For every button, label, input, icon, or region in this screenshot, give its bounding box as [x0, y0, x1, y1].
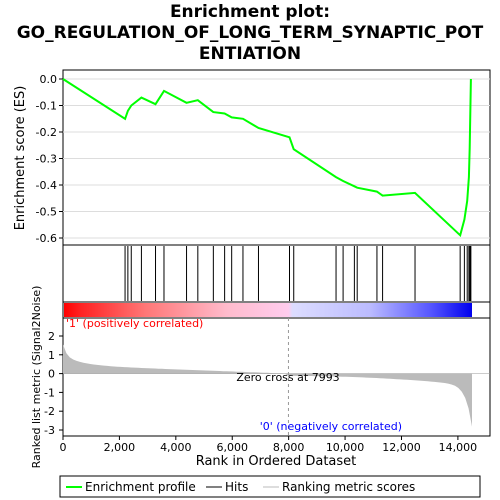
metric-area [63, 318, 490, 436]
metric-y-tick-label: 2 [48, 330, 55, 343]
x-tick-label: 4,000 [160, 441, 192, 454]
zero-cross-label: Zero cross at 7993 [236, 371, 339, 384]
x-tick-label: 12,000 [382, 441, 421, 454]
positive-label: '1' (positively correlated) [66, 317, 203, 330]
title-line-2: GO_REGULATION_OF_LONG_TERM_SYNAPTIC_POT [16, 23, 484, 43]
legend-es-label: Enrichment profile [85, 480, 196, 494]
x-tick-label: 8,000 [273, 441, 305, 454]
metric-y-tick-label: -2 [44, 405, 55, 418]
x-tick-label: 14,000 [439, 441, 478, 454]
legend-hits-label: Hits [225, 480, 248, 494]
legend-metric-label: Ranking metric scores [282, 480, 415, 494]
metric-y-tick-label: -3 [44, 424, 55, 437]
metric-panel-frame [62, 317, 491, 437]
es-y-tick-label: 0.0 [40, 73, 58, 86]
metric-y-tick-label: 1 [48, 349, 55, 362]
es-y-tick-label: -0.1 [36, 100, 57, 113]
x-axis: 0 2,000 4,000 6,000 8,000 10,000 12,000 14,000 [60, 436, 478, 454]
es-y-axis: 0.0 -0.1 -0.2 -0.3 -0.4 -0.5 -0.6 [36, 73, 63, 245]
es-y-axis-label: Enrichment score (ES) [13, 86, 28, 231]
es-y-tick-label: -0.6 [36, 232, 57, 245]
es-layer [62, 78, 472, 238]
title-line-3: ENTIATION [198, 44, 302, 64]
x-axis-label: Rank in Ordered Dataset [196, 454, 357, 469]
metric-y-axis-label: Ranked list metric (Signal2Noise) [30, 286, 43, 469]
hits-layer [124, 246, 472, 301]
x-tick-label: 2,000 [104, 441, 136, 454]
x-tick-label: 6,000 [216, 441, 248, 454]
hits-panel-frame [62, 244, 491, 303]
x-tick-label: 0 [60, 441, 67, 454]
metric-y-axis: 2 1 0 -1 -2 -3 [44, 330, 63, 437]
metric-y-tick-label: -1 [44, 386, 55, 399]
es-y-tick-label: -0.4 [36, 179, 57, 192]
es-y-tick-label: -0.2 [36, 126, 57, 139]
es-panel-frame [62, 69, 491, 246]
chart-title: Enrichment plot: GO_REGULATION_OF_LONG_T… [0, 2, 500, 65]
negative-label: '0' (negatively correlated) [260, 420, 402, 433]
metric-area-fill [63, 344, 472, 427]
es-y-tick-label: -0.3 [36, 153, 57, 166]
es-gridlines [63, 78, 490, 239]
es-curve [62, 78, 472, 238]
x-tick-label: 10,000 [326, 441, 365, 454]
title-line-1: Enrichment plot: [169, 2, 331, 22]
metric-y-tick-label: 0 [48, 368, 55, 381]
ranking-color-bar [64, 303, 472, 317]
es-y-tick-label: -0.5 [36, 206, 57, 219]
